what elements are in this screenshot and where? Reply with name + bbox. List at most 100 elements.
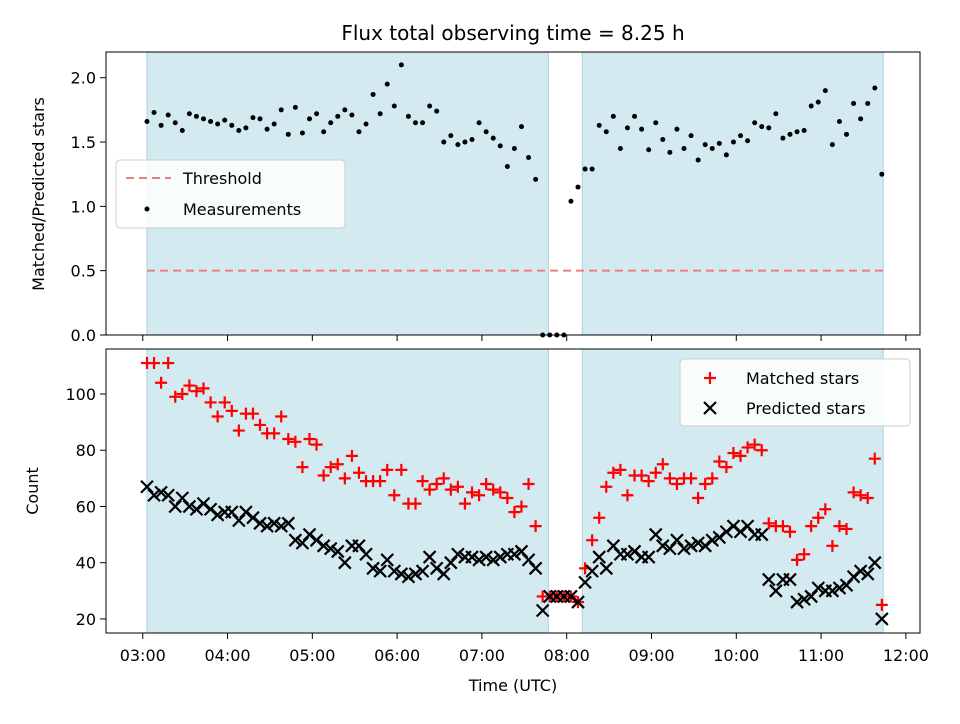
predicted-star-point <box>535 603 550 618</box>
x-axis-label: Time (UTC) <box>468 676 557 695</box>
measurement-point <box>526 154 532 160</box>
matched-star-point <box>282 432 295 445</box>
measurement-point <box>243 125 249 131</box>
matched-star-point <box>748 438 761 451</box>
x-tick-label: 08:00 <box>544 646 590 665</box>
predicted-star-point <box>316 539 331 553</box>
matched-star-point <box>875 598 888 611</box>
matched-star-point <box>586 534 599 547</box>
matched-star-point <box>176 387 189 400</box>
top-x-ticks <box>142 335 907 341</box>
measurement-point <box>681 145 687 151</box>
measurement-point <box>695 157 701 163</box>
measurement-point <box>384 81 390 87</box>
bottom-x-ticks: 03:00 04:00 05:00 06:00 07:00 08:00 09:00 10:00… <box>120 633 929 665</box>
measurement-point <box>434 108 440 114</box>
measurement-point <box>801 127 807 133</box>
predicted-star-point <box>811 581 826 595</box>
x-tick-label: 12:00 <box>883 646 929 665</box>
top-legend: Threshold Measurements <box>115 159 346 229</box>
legend-measurements-swatch <box>144 206 150 212</box>
legend-predicted-label: Predicted stars <box>746 399 866 418</box>
measurement-point <box>589 166 595 172</box>
measurement-point <box>533 176 539 182</box>
top-y-axis-label: Matched/Predicted stars <box>29 97 48 291</box>
matched-star-point <box>169 390 182 403</box>
measurement-point <box>179 127 185 133</box>
matched-star-point <box>190 385 203 398</box>
predicted-star-point <box>528 561 543 576</box>
bottom-observing-window-0 <box>146 348 549 634</box>
predicted-star-point <box>486 553 500 567</box>
matched-star-point <box>529 520 542 533</box>
matched-star-point <box>246 407 259 420</box>
matched-star-point <box>225 404 238 417</box>
measurement-point <box>307 116 312 122</box>
measurement-point <box>829 142 835 148</box>
measurement-point <box>766 125 772 131</box>
measurement-point <box>773 111 779 117</box>
top-panel: 0.00.51.01.52.0 Matched/Predicted stars … <box>29 51 921 345</box>
measurement-point <box>222 117 228 123</box>
top-y-tick-label: 0.5 <box>71 262 96 281</box>
predicted-star-point <box>769 584 783 598</box>
matched-star-point <box>275 410 288 423</box>
predicted-star-point <box>585 564 599 578</box>
bottom-y-tick-label: 60 <box>76 497 96 516</box>
predicted-star-point <box>330 544 345 559</box>
matched-star-point <box>791 553 804 566</box>
predicted-star-point <box>415 564 430 578</box>
predicted-star-point <box>684 539 698 553</box>
matched-star-point <box>649 466 662 479</box>
bottom-y-tick-label: 80 <box>76 441 96 460</box>
matched-star-point <box>861 492 874 505</box>
measurement-point <box>271 121 277 127</box>
matched-star-point <box>352 466 365 479</box>
predicted-star-point <box>422 550 437 564</box>
measurement-point <box>391 103 397 109</box>
measurement-point <box>250 115 256 121</box>
predicted-star-point <box>599 561 614 576</box>
bottom-y-tick-label: 20 <box>76 610 96 629</box>
predicted-star-point <box>783 572 797 587</box>
matched-star-point <box>776 520 789 533</box>
matched-star-point <box>268 427 281 440</box>
measurement-point <box>299 130 305 136</box>
predicted-star-point <box>868 555 882 570</box>
predicted-stars-points <box>140 480 889 626</box>
predicted-star-point <box>161 488 175 502</box>
measurement-point <box>292 104 298 110</box>
predicted-star-point <box>656 539 670 553</box>
predicted-star-point <box>578 575 592 590</box>
matched-star-point <box>317 469 330 482</box>
measurement-point <box>285 131 291 137</box>
top-y-tick-label: 1.5 <box>71 133 96 152</box>
measurement-point <box>405 113 411 119</box>
measurement-point <box>745 138 751 144</box>
predicted-star-point <box>267 516 281 531</box>
predicted-star-point <box>408 567 423 581</box>
predicted-star-point <box>274 519 289 533</box>
measurement-point <box>780 135 786 141</box>
bottom-plot-frame <box>105 348 921 634</box>
top-y-tick-label: 1.0 <box>71 197 96 216</box>
legend-matched-swatch <box>704 372 716 384</box>
predicted-star-point <box>853 564 868 578</box>
x-tick-label: 04:00 <box>204 646 250 665</box>
matched-star-point <box>458 497 471 510</box>
predicted-star-point <box>436 567 451 581</box>
matched-star-point <box>847 486 860 499</box>
matched-star-point <box>692 492 705 505</box>
measurement-point <box>660 136 666 142</box>
measurement-point <box>582 166 588 172</box>
matched-star-point <box>607 466 620 479</box>
matched-star-point <box>310 438 323 451</box>
matched-star-point <box>812 511 825 524</box>
matched-star-point <box>324 461 337 474</box>
matched-star-point <box>706 472 719 485</box>
predicted-star-point <box>394 567 409 581</box>
top-legend-box <box>115 159 346 229</box>
measurement-point <box>257 116 263 122</box>
matched-star-point <box>487 483 500 496</box>
measurement-point <box>455 142 461 148</box>
